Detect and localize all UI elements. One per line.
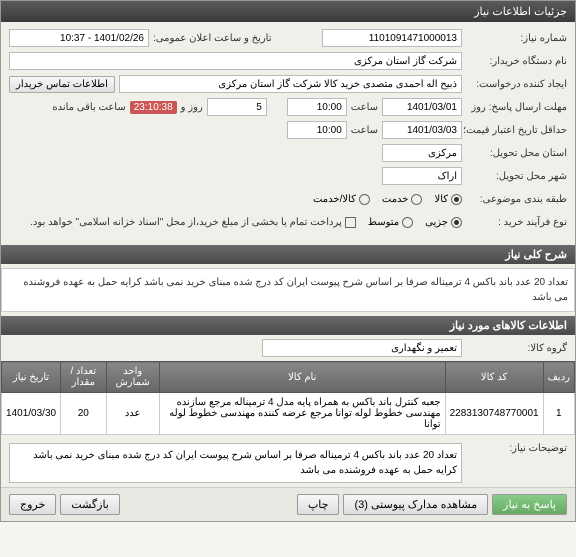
col-qty: تعداد / مقدار: [61, 362, 106, 393]
validity-date-field: 1401/03/03: [382, 121, 462, 139]
need-notes-text: تعداد 20 عدد باند باکس 4 ترمیناله صرفا ب…: [9, 443, 462, 483]
purchase-type-radio-group: جزیی متوسط پرداخت تمام یا بخشی از مبلغ خ…: [30, 217, 462, 228]
requester-label: ایجاد کننده درخواست:: [462, 79, 567, 90]
checkbox-icon: [345, 217, 356, 228]
table-row[interactable]: 1 2283130748770001 جعبه کنترل باند باکس …: [2, 393, 575, 435]
group-field: تعمیر و نگهداری: [262, 339, 462, 357]
buyer-label: نام دستگاه خریدار:: [462, 56, 567, 67]
panel-title: جزئیات اطلاعات نیاز: [474, 6, 567, 18]
reply-button[interactable]: پاسخ به نیاز: [492, 494, 567, 515]
deadline-time-label: ساعت: [351, 102, 378, 113]
cell-name: جعبه کنترل باند باکس به همراه پایه مدل 4…: [159, 393, 445, 435]
radio-medium[interactable]: متوسط: [368, 217, 413, 228]
city-field: اراک: [382, 167, 462, 185]
cell-date: 1401/03/30: [2, 393, 61, 435]
col-code: کد کالا: [445, 362, 543, 393]
need-notes-label: توضیحات نیاز:: [462, 443, 567, 454]
goods-info-header: اطلاعات کالاهای مورد نیاز: [1, 316, 575, 335]
right-buttons: بازگشت خروج: [9, 494, 120, 515]
contact-buyer-button[interactable]: اطلاعات تماس خریدار: [9, 76, 115, 93]
back-button[interactable]: بازگشت: [60, 494, 120, 515]
purchase-type-label: نوع فرآیند خرید :: [462, 217, 567, 228]
cell-qty: 20: [61, 393, 106, 435]
print-button[interactable]: چاپ: [297, 494, 340, 515]
radio-icon: [402, 217, 413, 228]
time-remaining-badge: 23:10:38: [130, 101, 177, 114]
classification-radio-group: کالا خدمت کالا/خدمت: [313, 194, 462, 205]
need-number-label: شماره نیاز:: [462, 33, 567, 44]
radio-icon: [411, 194, 422, 205]
table-header-row: ردیف کد کالا نام کالا واحد شمارش تعداد /…: [2, 362, 575, 393]
left-buttons: پاسخ به نیاز مشاهده مدارک پیوستی (3) چاپ: [297, 494, 567, 515]
days-field: 5: [207, 98, 267, 116]
group-label: گروه کالا:: [462, 343, 567, 354]
checkbox-treasury[interactable]: پرداخت تمام یا بخشی از مبلغ خرید،از محل …: [30, 217, 356, 228]
radio-small[interactable]: جزیی: [425, 217, 462, 228]
exit-button[interactable]: خروج: [9, 494, 56, 515]
deadline-time-field: 10:00: [287, 98, 347, 116]
details-panel: جزئیات اطلاعات نیاز شماره نیاز: 11010914…: [0, 0, 576, 522]
time-remaining-suffix: ساعت باقی مانده: [52, 102, 125, 113]
radio-service[interactable]: خدمت: [382, 194, 423, 205]
cell-idx: 1: [543, 393, 574, 435]
need-notes-row: توضیحات نیاز: تعداد 20 عدد باند باکس 4 ت…: [1, 435, 575, 487]
radio-icon: [451, 194, 462, 205]
panel-header: جزئیات اطلاعات نیاز: [1, 1, 575, 22]
days-and-label: روز و: [181, 102, 203, 113]
bottom-bar: پاسخ به نیاز مشاهده مدارک پیوستی (3) چاپ…: [1, 487, 575, 521]
validity-label: حداقل تاریخ اعتبار قیمت؛ تا تاریخ:: [462, 125, 567, 136]
province-label: استان محل تحویل:: [462, 148, 567, 159]
requester-field: ذبیح اله احمدی متصدی خرید کالا شرکت گاز …: [119, 75, 462, 93]
announce-field: 1401/02/26 - 10:37: [9, 29, 149, 47]
radio-kala[interactable]: کالا: [434, 194, 462, 205]
goods-table: ردیف کد کالا نام کالا واحد شمارش تعداد /…: [1, 361, 575, 435]
need-desc-header: شرح کلی نیاز: [1, 245, 575, 264]
cell-unit: عدد: [106, 393, 159, 435]
col-name: نام کالا: [159, 362, 445, 393]
radio-kala-service[interactable]: کالا/خدمت: [313, 194, 370, 205]
radio-icon: [451, 217, 462, 228]
classification-label: طبقه بندی موضوعی:: [462, 194, 567, 205]
deadline-label: مهلت ارسال پاسخ: روز: [462, 102, 567, 113]
col-unit: واحد شمارش: [106, 362, 159, 393]
deadline-date-field: 1401/03/01: [382, 98, 462, 116]
attachments-button[interactable]: مشاهده مدارک پیوستی (3): [343, 494, 488, 515]
buyer-field: شرکت گاز استان مرکزی: [9, 52, 462, 70]
validity-time-label: ساعت: [351, 125, 378, 136]
goods-group-row: گروه کالا: تعمیر و نگهداری: [1, 335, 575, 361]
announce-label: تاریخ و ساعت اعلان عمومی:: [153, 33, 272, 44]
col-date: تاریخ نیاز: [2, 362, 61, 393]
radio-icon: [359, 194, 370, 205]
form-area: شماره نیاز: 1101091471000013 تاریخ و ساع…: [1, 22, 575, 241]
city-label: شهر محل تحویل:: [462, 171, 567, 182]
col-idx: ردیف: [543, 362, 574, 393]
need-number-field: 1101091471000013: [322, 29, 462, 47]
province-field: مرکزی: [382, 144, 462, 162]
validity-time-field: 10:00: [287, 121, 347, 139]
cell-code: 2283130748770001: [445, 393, 543, 435]
need-desc-text: تعداد 20 عدد باند باکس 4 ترمیناله صرفا ب…: [1, 268, 575, 312]
